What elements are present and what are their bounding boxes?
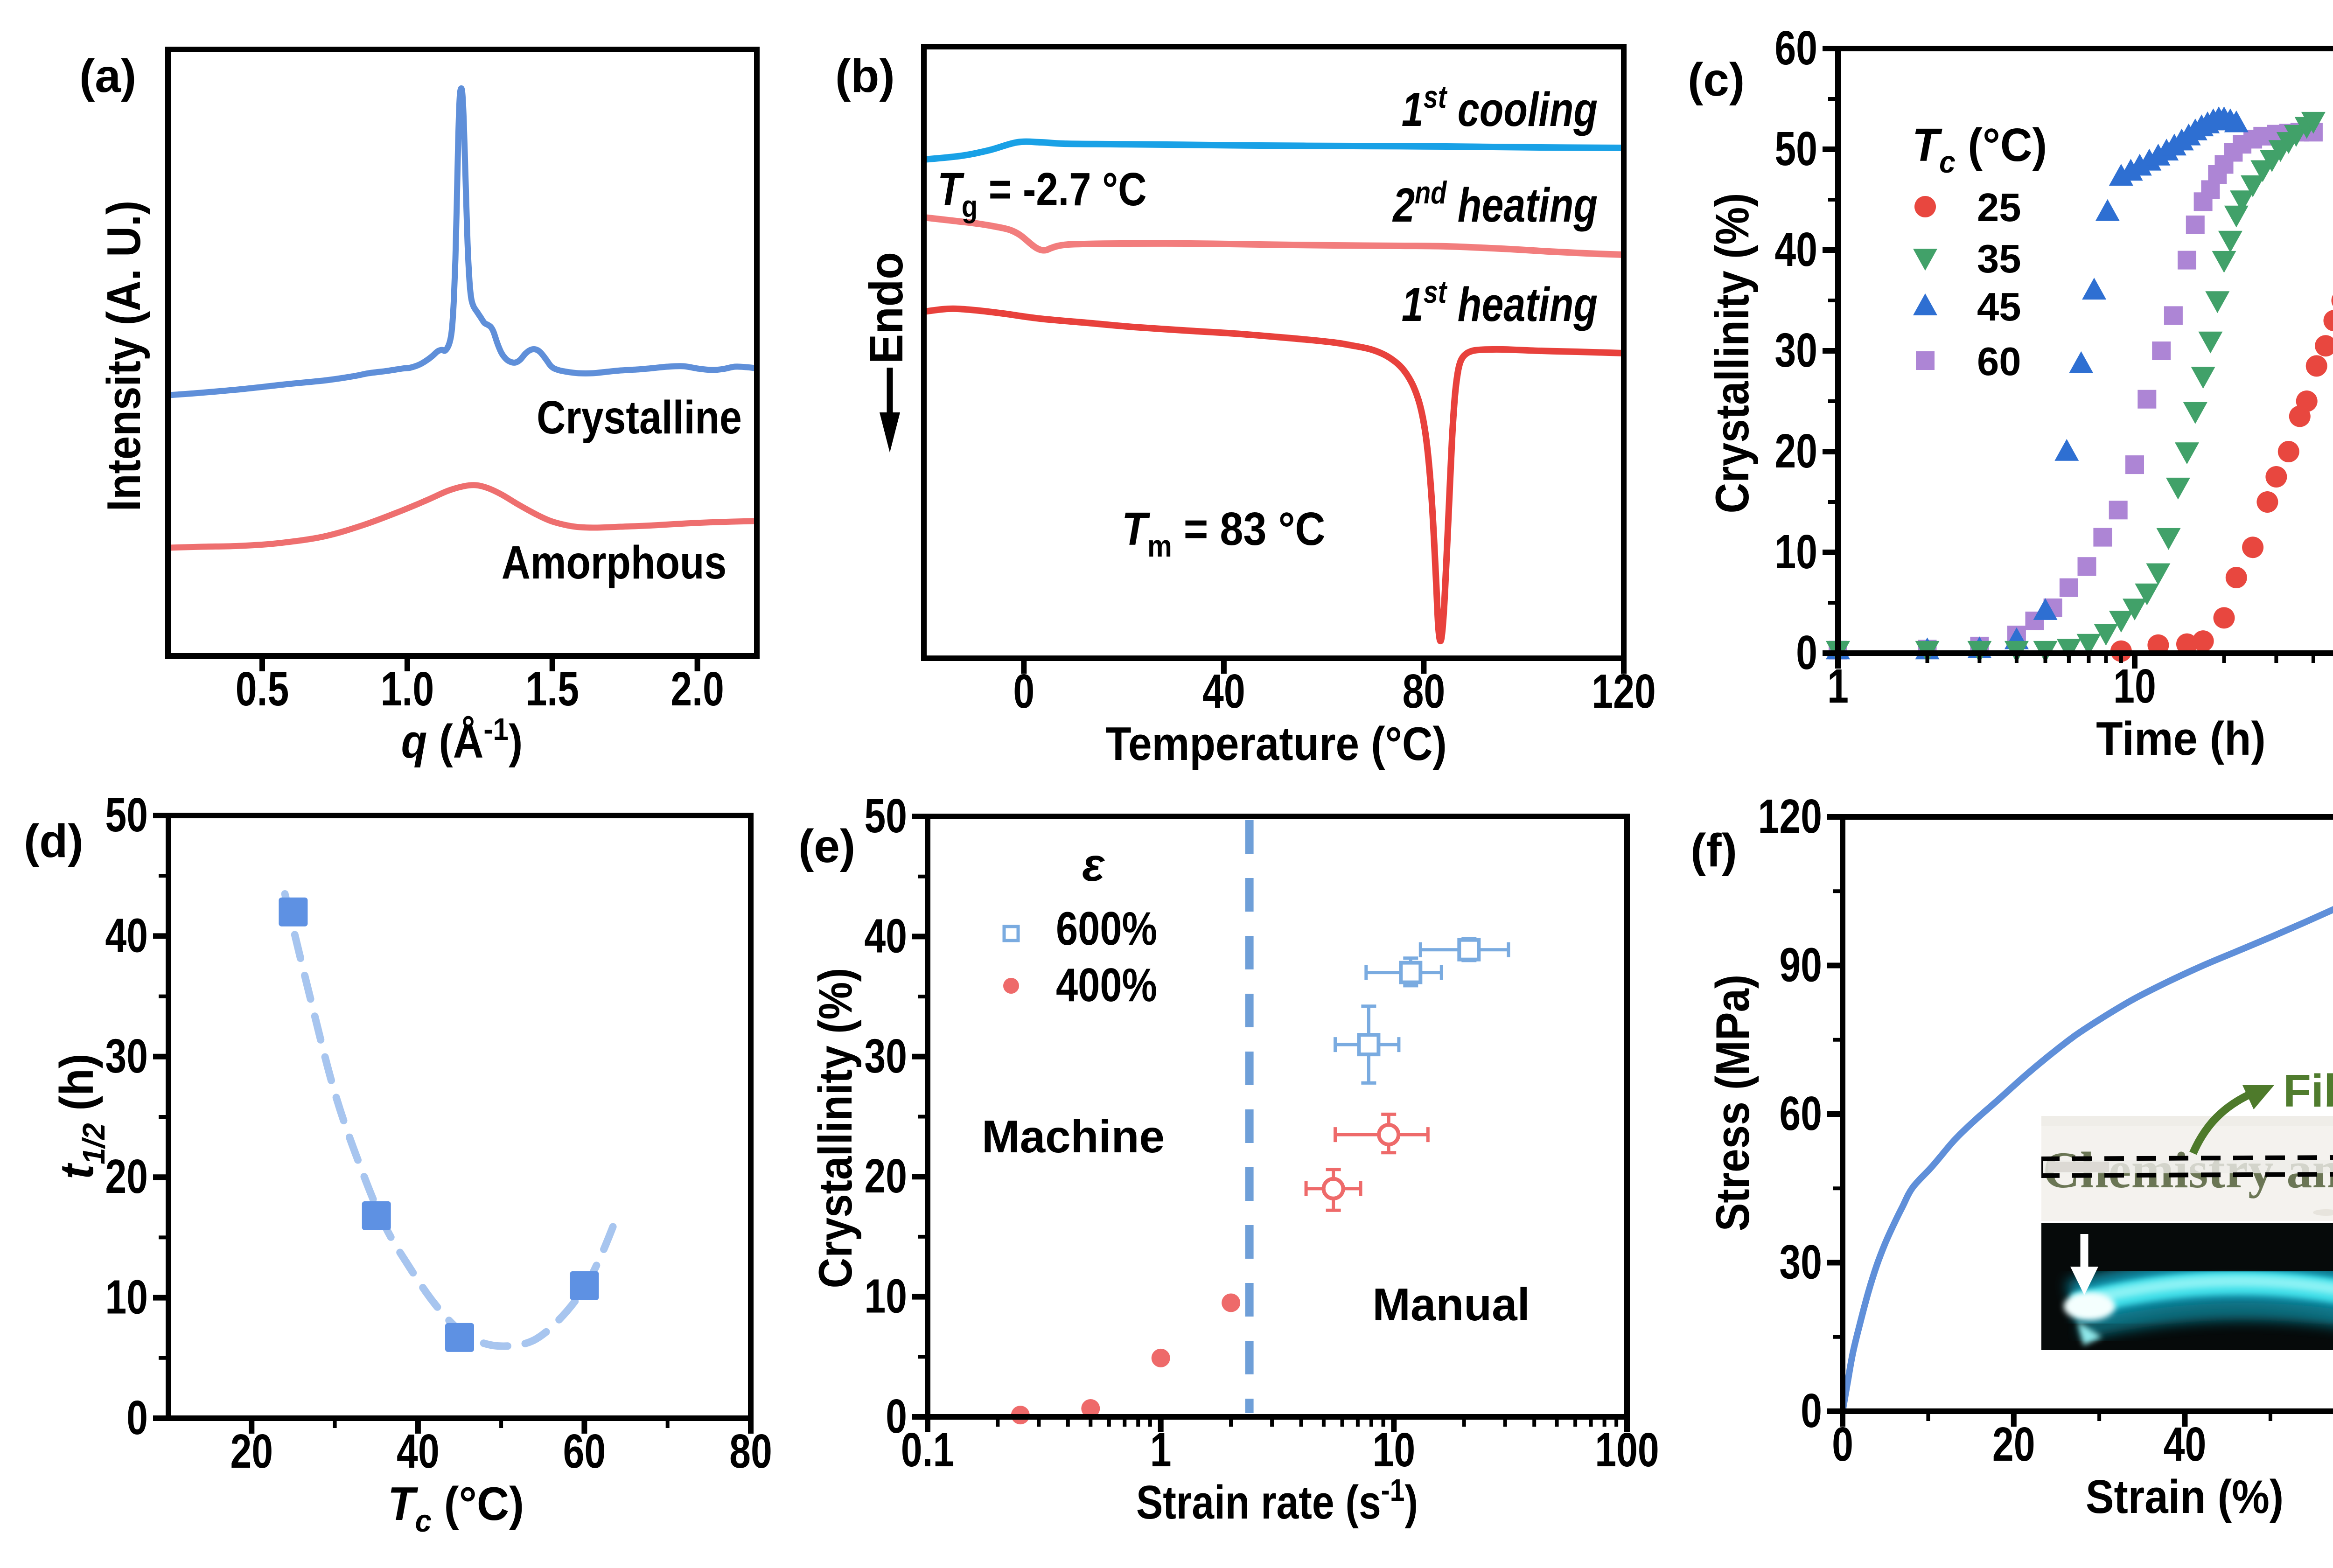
svg-text:60: 60 (1977, 340, 2021, 384)
svg-text:(c): (c) (1688, 54, 1745, 106)
svg-text:50: 50 (105, 788, 148, 842)
svg-text:10: 10 (1774, 525, 1817, 578)
svg-text:t1/2 (h): t1/2 (h) (50, 1053, 112, 1179)
svg-text:Crystallinity (%): Crystallinity (%) (1706, 193, 1759, 514)
svg-text:10: 10 (864, 1269, 907, 1323)
svg-text:20: 20 (864, 1149, 907, 1203)
svg-text:1st cooling: 1st cooling (1402, 80, 1598, 136)
svg-text:Manual: Manual (1372, 1279, 1530, 1330)
svg-text:0: 0 (1796, 626, 1817, 679)
svg-text:Machine: Machine (982, 1111, 1165, 1162)
svg-text:40: 40 (105, 909, 148, 962)
svg-text:0: 0 (1801, 1384, 1822, 1437)
svg-text:Fiber: Fiber (2283, 1065, 2333, 1116)
svg-text:Strain (%): Strain (%) (2086, 1471, 2284, 1523)
svg-text:(e): (e) (798, 820, 855, 872)
svg-text:25: 25 (1977, 186, 2021, 230)
svg-text:Tm = 83 °C: Tm = 83 °C (1122, 503, 1325, 564)
svg-text:120: 120 (1758, 789, 1822, 843)
svg-text:40: 40 (1774, 223, 1817, 276)
svg-text:0: 0 (126, 1391, 148, 1444)
svg-text:10: 10 (105, 1270, 148, 1324)
svg-text:Crystalline: Crystalline (537, 391, 742, 444)
svg-text:Endo: Endo (860, 252, 913, 364)
svg-text:(a): (a) (79, 50, 136, 102)
svg-text:45: 45 (1977, 285, 2021, 329)
svg-text:400%: 400% (1056, 959, 1157, 1011)
svg-text:Intensity (A. U.): Intensity (A. U.) (98, 201, 150, 512)
svg-text:90: 90 (1779, 938, 1822, 992)
svg-text:30: 30 (1774, 323, 1817, 377)
svg-text:60: 60 (1774, 21, 1817, 75)
svg-text:20: 20 (1774, 424, 1817, 478)
svg-text:30: 30 (1779, 1235, 1822, 1289)
svg-text:30: 30 (105, 1029, 148, 1083)
svg-text:40: 40 (864, 909, 907, 963)
svg-text:Temperature (°C): Temperature (°C) (1105, 718, 1447, 770)
svg-text:600%: 600% (1056, 902, 1157, 955)
svg-text:ε: ε (1082, 839, 1105, 891)
svg-text:20: 20 (105, 1150, 148, 1203)
svg-text:(d): (d) (24, 815, 84, 867)
svg-text:50: 50 (1774, 122, 1817, 175)
svg-text:Amorphous: Amorphous (502, 537, 726, 589)
svg-text:Strain rate (s-1): Strain rate (s-1) (1136, 1473, 1418, 1529)
svg-text:1st heating: 1st heating (1402, 275, 1598, 331)
svg-text:(b): (b) (835, 50, 895, 102)
svg-text:Crystallinity (%): Crystallinity (%) (810, 968, 862, 1289)
svg-text:35: 35 (1977, 237, 2021, 281)
svg-text:Tc (°C): Tc (°C) (1912, 119, 2047, 180)
svg-text:50: 50 (864, 789, 907, 843)
svg-text:(f): (f) (1690, 824, 1737, 877)
svg-text:60: 60 (1779, 1087, 1822, 1140)
svg-text:q (Å-1): q (Å-1) (401, 711, 523, 768)
svg-text:2nd heating: 2nd heating (1392, 175, 1598, 232)
svg-text:Tg = -2.7 °C: Tg = -2.7 °C (937, 163, 1147, 223)
svg-text:Stress (MPa): Stress (MPa) (1707, 975, 1759, 1232)
svg-text:30: 30 (864, 1029, 907, 1083)
svg-text:0: 0 (886, 1389, 907, 1443)
svg-text:Tc (°C): Tc (°C) (388, 1477, 524, 1539)
svg-text:Time (h): Time (h) (2096, 712, 2266, 765)
